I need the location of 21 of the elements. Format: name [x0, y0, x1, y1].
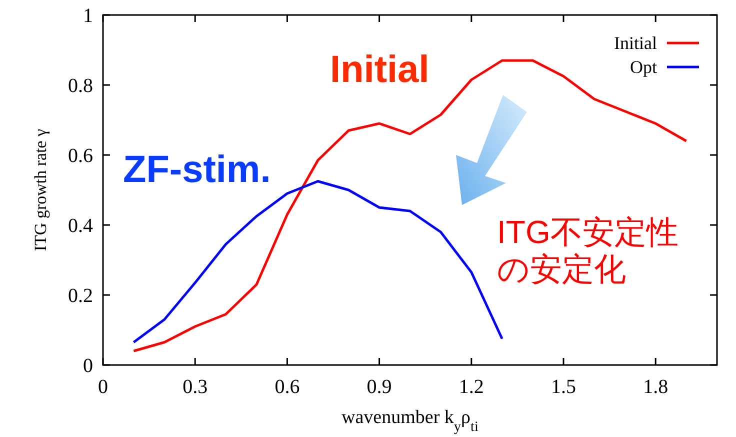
annotation: の安定化	[497, 251, 626, 287]
x-tick-label: 1.2	[458, 376, 484, 398]
y-tick-label: 0.2	[68, 285, 93, 307]
legend-label: Initial	[614, 33, 657, 53]
y-axis-title: ITG growth rate γ	[31, 128, 50, 252]
annotation: ITG不安定性	[497, 214, 678, 250]
legend-label: Opt	[630, 57, 657, 77]
x-tick-label: 0.9	[366, 376, 392, 398]
x-tick-label: 0.3	[182, 376, 208, 398]
y-tick-label: 0.8	[68, 75, 93, 97]
x-axis-title: wavenumber k$_{y}$ρ$_{ti}$	[342, 407, 478, 435]
y-tick-label: 0	[83, 355, 93, 377]
annotation: ZF-stim.	[123, 149, 271, 191]
x-tick-label: 1.8	[643, 376, 668, 398]
y-tick-label: 1	[83, 5, 93, 27]
x-tick-label: 0	[98, 376, 108, 398]
y-tick-label: 0.6	[68, 145, 93, 167]
y-tick-label: 0.4	[68, 215, 93, 237]
x-tick-label: 1.5	[551, 376, 576, 398]
x-tick-label: 0.6	[274, 376, 300, 398]
annotation: Initial	[330, 49, 430, 91]
